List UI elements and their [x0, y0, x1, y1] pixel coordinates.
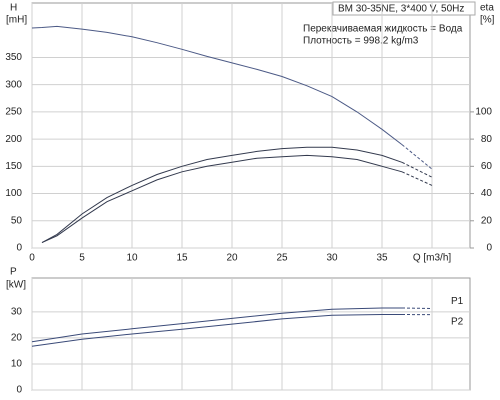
- y2-tick-label: 60: [481, 161, 493, 172]
- model-box: [332, 1, 476, 16]
- model: BM 30-35NE, 3*400 V, 50Hz: [338, 4, 464, 15]
- liquid: Перекачиваемая жидкость = Вода: [303, 24, 463, 35]
- y-tick-label: 0: [16, 385, 22, 396]
- y-unit: [kW]: [6, 280, 26, 291]
- y-label: H: [10, 3, 17, 14]
- x-tick-label: 15: [176, 253, 188, 264]
- curve-dashed: [401, 307, 433, 309]
- y2-unit: [%]: [480, 15, 495, 26]
- legend-label: P2: [451, 316, 464, 327]
- y-tick-label: 100: [5, 188, 22, 199]
- y-tick-label: 300: [5, 79, 22, 90]
- y-tick-label: 20: [11, 333, 23, 344]
- legend-label: P1: [451, 296, 464, 307]
- x-tick-label: 25: [276, 253, 288, 264]
- y-tick-label: 30: [11, 307, 23, 318]
- x-tick-label: 35: [376, 253, 388, 264]
- curve: [41, 154, 403, 244]
- y2-tick-label: 80: [481, 134, 493, 145]
- curve: [41, 146, 403, 244]
- y-tick-label: 250: [5, 107, 22, 118]
- x-tick-label: 20: [226, 253, 238, 264]
- y-label: P: [10, 267, 17, 278]
- curve-dashed: [401, 144, 433, 170]
- x-tick-label: Q [m3/h]: [413, 253, 452, 264]
- y2-tick-label: 0: [486, 243, 492, 254]
- y2-tick-label: 40: [481, 188, 493, 199]
- curve: [31, 307, 402, 343]
- y-tick-label: 10: [11, 359, 23, 370]
- y-tick-label: 150: [5, 161, 22, 172]
- y-tick-label: 350: [5, 52, 22, 63]
- x-tick-label: 0: [29, 253, 35, 264]
- curve: [31, 314, 402, 347]
- bottom-frame: [31, 277, 471, 391]
- y-unit: [mH]: [6, 15, 27, 26]
- y-tick-label: 0: [16, 243, 22, 254]
- y-tick-label: 200: [5, 134, 22, 145]
- curve-dashed: [401, 161, 433, 178]
- y-tick-label: 50: [11, 215, 23, 226]
- y2-tick-label: 20: [481, 215, 493, 226]
- curve: [31, 25, 403, 145]
- density: Плотность = 998.2 kg/m3: [303, 36, 419, 47]
- y2-label: eta: [480, 3, 494, 14]
- x-tick-label: 10: [126, 253, 138, 264]
- y2-tick-label: 100: [475, 107, 492, 118]
- curve-dashed: [401, 171, 433, 186]
- x-tick-label: 30: [326, 253, 338, 264]
- x-tick-label: 5: [79, 253, 85, 264]
